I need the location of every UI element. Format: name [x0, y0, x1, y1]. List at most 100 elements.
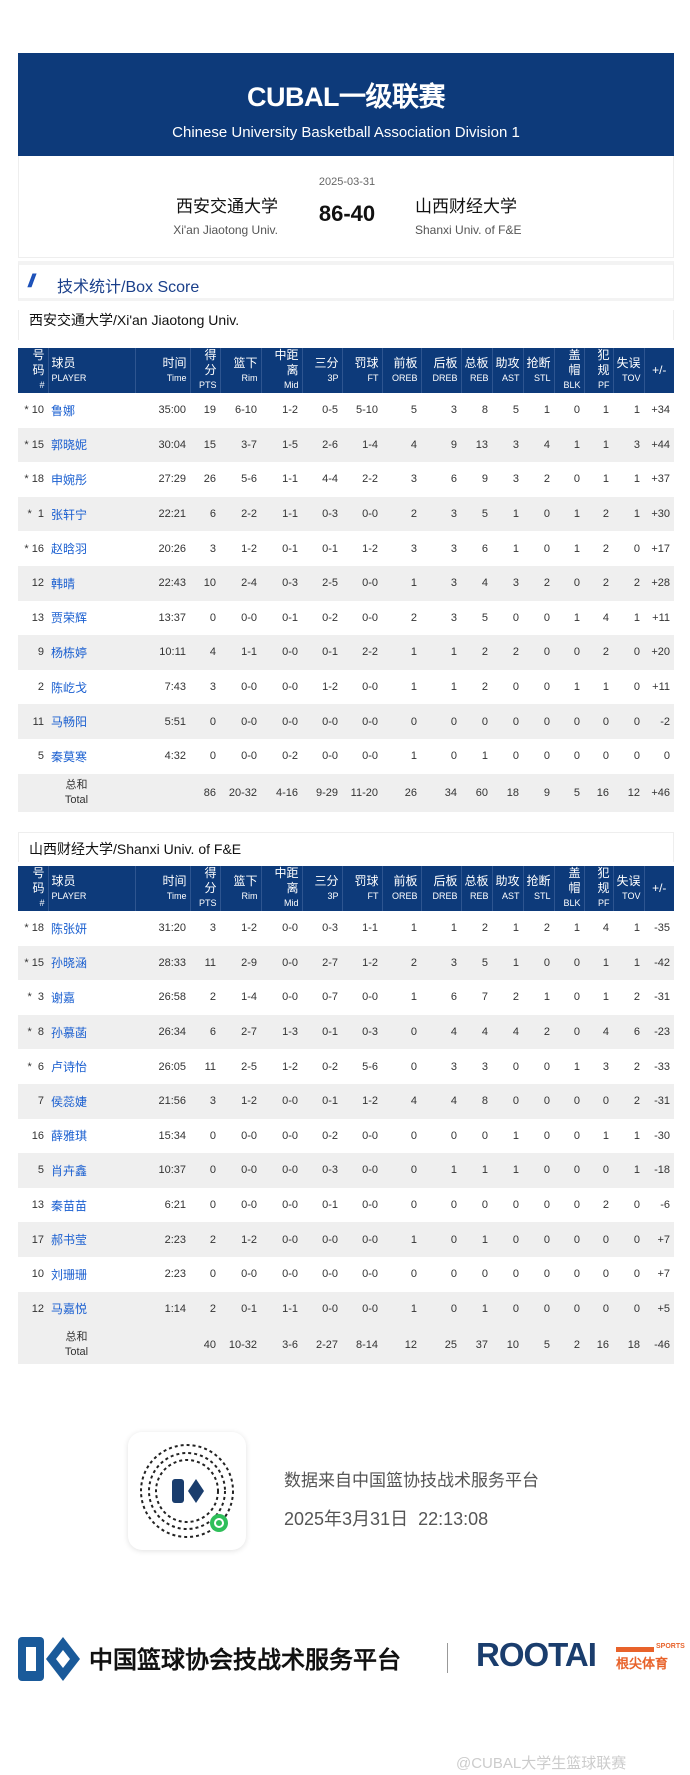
- stat-cell: 3: [209, 542, 216, 555]
- stat-cell: 0: [663, 750, 670, 763]
- stat-cell: 0: [450, 1268, 457, 1281]
- stat-cell: 0-1: [302, 635, 342, 670]
- stat-cell: 6: [613, 1014, 644, 1050]
- column-header-cn: 盖帽: [568, 866, 581, 895]
- player-name-link[interactable]: 杨栋婷: [48, 635, 135, 670]
- stat-cell: 0: [421, 704, 461, 739]
- stat-cell: 1: [382, 1222, 421, 1257]
- player-name-link[interactable]: 张轩宁: [48, 496, 135, 532]
- stat-cell: 0: [410, 1268, 417, 1281]
- stat-cell: 0: [410, 1060, 417, 1073]
- player-name-link[interactable]: 薛雅琪: [51, 1129, 88, 1144]
- stat-cell: 0: [209, 1199, 216, 1212]
- stat-cell: 22:43: [135, 565, 190, 601]
- stat-cell: 0-0: [261, 635, 302, 670]
- jersey-number: 13: [31, 1199, 44, 1212]
- column-header-en: Rim: [241, 890, 258, 901]
- stat-cell: 3: [209, 922, 216, 935]
- jersey-number: * 16: [24, 542, 44, 555]
- total-stat-cell: 25: [421, 1326, 461, 1365]
- stat-cell: 0: [613, 635, 644, 670]
- stat-cell: 0-0: [241, 1129, 257, 1142]
- player-name-link[interactable]: 秦莫寒: [51, 749, 88, 764]
- weibo-watermark: @CUBAL大学生篮球联赛: [456, 1755, 627, 1772]
- rootai-logo: ROOTAI: [476, 1636, 597, 1673]
- stat-cell: 3: [492, 565, 523, 601]
- player-name-link[interactable]: 谢嘉: [51, 990, 76, 1005]
- stat-cell: -35: [654, 922, 670, 935]
- player-name-link[interactable]: 鲁娜: [51, 403, 76, 418]
- stat-cell: 0: [481, 1199, 488, 1212]
- stat-cell: 0-1: [302, 1014, 342, 1050]
- stat-cell: 2:23: [164, 1268, 186, 1281]
- stat-cell: 0-0: [261, 1083, 302, 1119]
- column-header-cn: 篮下: [233, 873, 258, 888]
- player-name-link[interactable]: 侯蕊婕: [48, 1083, 135, 1119]
- player-name-link[interactable]: 孙慕菡: [48, 1014, 135, 1050]
- stat-cell: 1: [421, 635, 461, 670]
- player-name-link[interactable]: 陈张妍: [51, 921, 88, 936]
- stat-cell: 9: [481, 473, 488, 486]
- mini-program-qr-code[interactable]: [128, 1432, 246, 1550]
- column-header-cn: +/-: [652, 363, 667, 377]
- player-name-link[interactable]: 肖卉鑫: [48, 1153, 135, 1188]
- player-name-link[interactable]: 刘珊珊: [51, 1267, 88, 1282]
- player-name-link[interactable]: 贾荣辉: [51, 611, 88, 626]
- column-header: 中距离 Mid: [261, 866, 303, 911]
- column-header-en: 3P: [327, 890, 339, 901]
- stat-cell: 0: [512, 750, 519, 763]
- generated-timestamp: 2025年3月31日 22:13:08: [284, 1509, 489, 1529]
- player-name-link[interactable]: 陈屹戈: [51, 680, 88, 695]
- stat-cell: 0-0: [282, 1129, 298, 1142]
- stat-cell: 2: [209, 991, 216, 1004]
- stat-cell: 1: [584, 427, 613, 463]
- player-name-link[interactable]: 秦苗苗: [51, 1198, 88, 1213]
- stat-cell: 22:21: [135, 496, 190, 532]
- player-name-link[interactable]: 郝书莹: [48, 1222, 135, 1257]
- column-header-cn: 总板: [464, 873, 489, 888]
- column-header-en: #: [39, 380, 45, 390]
- stat-cell: 2-7: [302, 945, 342, 981]
- column-header-cn: 球员: [51, 873, 76, 888]
- table-header-row: 号码 # 球员 PLAYER 时间 Time 得分 PTS 篮下 Rim 中距离 Mid 三分 3P 罚球 F…: [18, 866, 674, 911]
- stat-cell: 1-2: [241, 542, 257, 555]
- stat-cell: 0-0: [362, 1199, 378, 1212]
- stat-cell: 0: [481, 1129, 488, 1142]
- stat-cell: +34: [651, 404, 670, 417]
- player-name-link[interactable]: 申婉彤: [51, 472, 88, 487]
- stat-cell: 6: [481, 542, 488, 555]
- total-stat-cell: 60: [461, 773, 492, 812]
- player-name-link[interactable]: 马畅阳: [48, 704, 135, 739]
- player-row: 10 刘珊珊 2:23 0 0-0 0-0 0-0 0-0 0 0 0 0 0 0 0 0 +7: [18, 1257, 674, 1292]
- player-name-link[interactable]: 赵晗羽: [51, 542, 88, 557]
- stat-cell: 0-7: [322, 991, 338, 1004]
- column-header-en: STL: [533, 890, 551, 901]
- double-slash-icon: //: [28, 271, 35, 291]
- stat-cell: 0: [492, 704, 523, 739]
- player-name-link[interactable]: 卢诗怡: [51, 1060, 88, 1075]
- column-header: 失误 TOV: [613, 866, 645, 911]
- stat-cell: 0: [450, 1129, 457, 1142]
- stat-cell: 1: [573, 922, 580, 935]
- column-header-en: BLK: [563, 898, 581, 908]
- stat-cell: 2: [584, 496, 613, 532]
- column-header: +/-: [644, 348, 674, 393]
- stat-cell: 0: [613, 1222, 644, 1257]
- stat-cell: 0-0: [220, 704, 261, 739]
- player-name-link[interactable]: 韩晴: [48, 565, 135, 601]
- column-header-cn: 抢断: [526, 355, 551, 370]
- stat-cell: 0: [543, 611, 550, 624]
- total-stat-cell: 5: [554, 773, 584, 812]
- stat-cell: 0: [523, 1153, 554, 1188]
- stat-cell: 0: [633, 1268, 640, 1281]
- player-name-link[interactable]: 马嘉悦: [48, 1291, 135, 1327]
- stat-cell: 0-0: [241, 611, 257, 624]
- stat-cell: 4: [190, 635, 220, 670]
- total-stat-cell: 11-20: [342, 773, 382, 812]
- jersey-number: 5: [37, 750, 44, 763]
- player-name-link[interactable]: 郭晓妮: [48, 427, 135, 463]
- player-row: 16 薛雅琪 15:34 0 0-0 0-0 0-2 0-0 0 0 0 1 0 0 1 1 -30: [18, 1119, 674, 1154]
- stat-cell: 3: [450, 611, 457, 624]
- total-label: 总和 Total: [18, 773, 135, 812]
- player-name-link[interactable]: 孙晓涵: [48, 945, 135, 981]
